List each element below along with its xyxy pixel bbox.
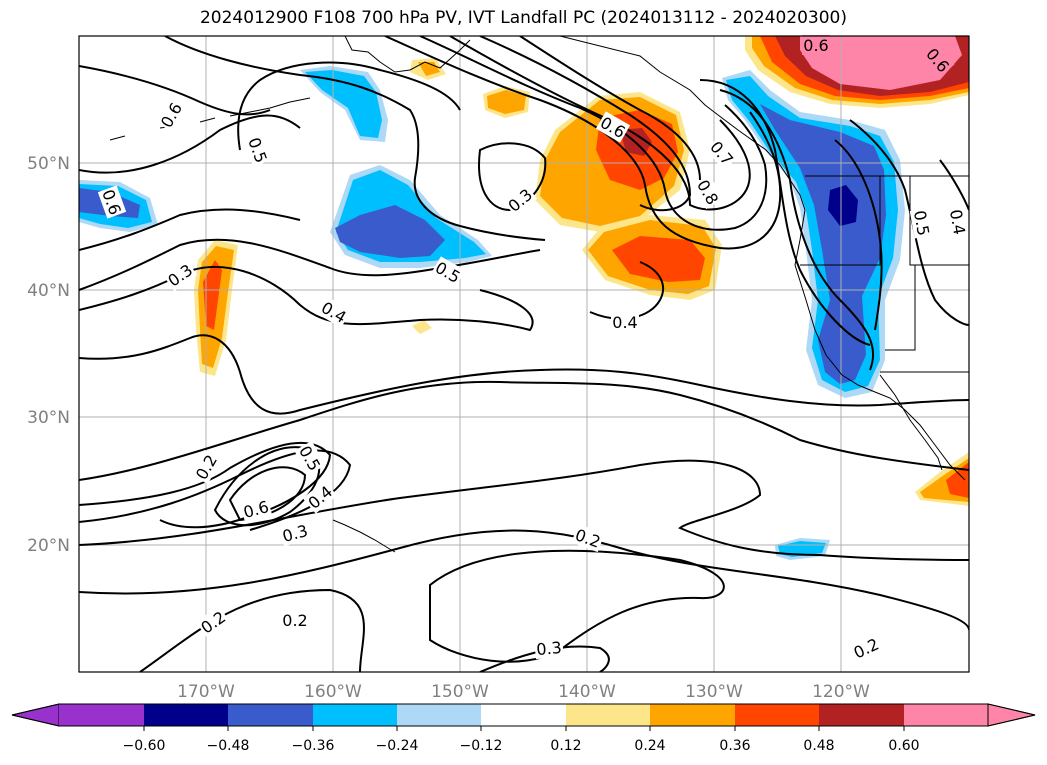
colorbar-seg-7	[566, 704, 650, 726]
colorbar-extend-low	[11, 703, 60, 727]
shade-n-blue-coast	[760, 104, 886, 384]
contour-0.4-mid	[79, 266, 534, 332]
contour-0.5-right	[834, 139, 883, 331]
lon-label-170: 170°W	[177, 682, 235, 702]
contour-label: 0.6	[241, 497, 271, 522]
lat-label-30: 30°N	[27, 408, 70, 428]
colorbar-tick: 0.12	[550, 738, 581, 754]
lat-label-40: 40°N	[27, 281, 70, 301]
map-title: 2024012900 F108 700 hPa PV, IVT Landfall…	[199, 8, 847, 28]
colorbar-seg-10	[819, 704, 904, 726]
contour-0.3-lower	[479, 645, 610, 672]
contour-0.3-mid	[79, 334, 969, 415]
colorbar-seg-8	[650, 704, 735, 726]
shade-p-red-central	[203, 260, 222, 330]
contour-0.6-north	[519, 36, 701, 181]
contour-0.5-mid	[79, 238, 541, 291]
contour-0.3-left	[79, 208, 301, 251]
colorbar-tick: −0.48	[207, 738, 250, 754]
contour-label: 0.7	[706, 137, 737, 169]
shaded-field	[79, 36, 969, 560]
colorbar-seg-4	[313, 704, 397, 726]
contour-0.4-hawaii	[213, 446, 321, 527]
contour-0.2-south2	[139, 588, 365, 672]
colorbar-tick: −0.36	[292, 738, 335, 754]
contour-label: 0.3	[504, 185, 536, 216]
contour-0.5-top2	[164, 36, 546, 241]
colorbar-tick: −0.12	[460, 738, 503, 754]
shade-n-navy-coast	[828, 185, 858, 226]
contour-label: 0.5	[910, 209, 933, 237]
shade-p-red-offcoast	[612, 236, 705, 282]
colorbar-seg-5	[397, 704, 481, 726]
contour-0.3-c2	[79, 441, 332, 529]
contour-label: 0.4	[612, 313, 637, 332]
lat-axis-labels: 50°N 40°N 30°N 20°N	[27, 154, 70, 556]
lat-label-20: 20°N	[27, 536, 70, 556]
colorbar-seg-2	[144, 704, 228, 726]
shade-n-blue-central	[335, 205, 445, 258]
contour-label: 0.6	[157, 99, 186, 131]
contour-0.6b	[384, 36, 782, 250]
colorbar-tick: −0.60	[123, 738, 166, 754]
contour-label: 0.3	[280, 521, 310, 546]
contour-0.4-coast	[699, 79, 871, 346]
colorbar-tick: 0.24	[634, 738, 665, 754]
colorbar-seg-9	[735, 704, 819, 726]
contour-label: 0.2	[282, 611, 307, 630]
coastlines	[109, 36, 969, 553]
shade-p-orange-north	[487, 90, 526, 114]
colorbar-tick: −0.24	[376, 738, 419, 754]
colorbar-outline	[11, 703, 1036, 727]
colorbar-seg-11	[904, 704, 988, 726]
contour-0.7	[479, 36, 692, 212]
contour-0.7b	[419, 36, 768, 231]
shade-p-yellow-small	[412, 320, 432, 334]
lon-label-140: 140°W	[558, 682, 616, 702]
colorbar-seg-6	[481, 704, 566, 726]
contour-0.6-top	[79, 65, 271, 116]
lon-axis-labels: 170°W 160°W 150°W 140°W 130°W 120°W	[177, 682, 870, 702]
colorbar-tick: 0.36	[719, 738, 750, 754]
shade-p-red-mexico	[946, 462, 969, 498]
contour-0.3-south	[79, 459, 969, 561]
lon-label-160: 160°W	[304, 682, 362, 702]
lon-label-120: 120°W	[812, 682, 870, 702]
lat-label-50: 50°N	[27, 154, 70, 174]
contour-0.6-right	[849, 119, 969, 326]
contour-label: 0.8	[693, 176, 722, 208]
contour-0.4-right2	[939, 159, 969, 211]
contour-label: 0.2	[192, 451, 221, 483]
lon-label-150: 150°W	[431, 682, 489, 702]
colorbar-tick: 0.48	[803, 738, 834, 754]
coast-west-us	[794, 209, 966, 481]
contour-label: 0.6	[803, 36, 828, 55]
colorbar-extend-high	[987, 703, 1036, 727]
colorbar-tick: 0.60	[888, 738, 919, 754]
coast-hawaii	[332, 519, 396, 553]
contour-0.8	[449, 36, 751, 211]
border-states	[800, 176, 969, 351]
contour-0.2-lowcenter	[429, 549, 725, 663]
contour-0.2-upper-mid	[79, 380, 969, 481]
contour-label: 0.4	[946, 208, 969, 236]
contour-0.6-left	[79, 114, 301, 174]
coast-aleutians	[109, 97, 311, 141]
contour-0.5-top	[237, 61, 461, 151]
lon-label-130: 130°W	[685, 682, 743, 702]
contour-label: 0.3	[164, 260, 196, 290]
contour-label: 0.3	[536, 638, 563, 659]
colorbar-seg-3	[228, 704, 313, 726]
colorbar: −0.60 −0.48 −0.36 −0.24 −0.12 0.12 0.24 …	[11, 703, 1036, 754]
coast-baja	[879, 374, 943, 471]
contour-label: 0.2	[851, 634, 882, 662]
plot-frame	[78, 35, 970, 673]
colorbar-seg-1	[59, 704, 144, 726]
contour-label: 0.2	[197, 607, 229, 637]
